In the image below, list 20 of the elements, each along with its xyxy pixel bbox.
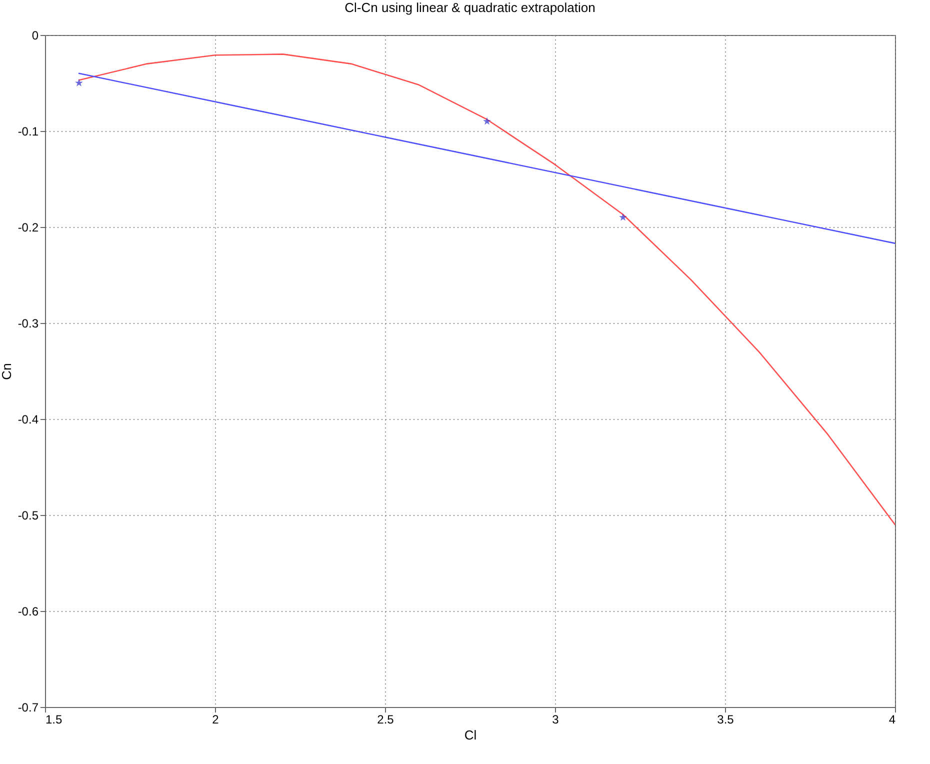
x-tick-label: 3 xyxy=(552,712,560,726)
y-tick-label: -0.6 xyxy=(18,604,39,618)
y-axis-title: Cn xyxy=(0,363,14,380)
x-tick-label: 2.5 xyxy=(377,712,394,726)
y-tick-label: -0.7 xyxy=(18,700,39,714)
x-axis-title: Cl xyxy=(464,728,477,742)
x-tick-label: 1.5 xyxy=(46,712,63,726)
y-tick-label: -0.5 xyxy=(18,508,39,522)
y-tick-label: -0.3 xyxy=(18,316,39,330)
point xyxy=(619,213,627,221)
point xyxy=(483,117,491,125)
y-tick-label: -0.1 xyxy=(18,124,39,138)
x-tick-label: 2 xyxy=(212,712,220,726)
x-tick-label: 3.5 xyxy=(717,712,734,726)
chart-title: Cl-Cn using linear & quadratic extrapolation xyxy=(344,0,596,15)
point xyxy=(75,78,83,86)
y-tick-label: -0.2 xyxy=(18,220,39,234)
y-tick-label: -0.4 xyxy=(18,412,39,426)
x-tick-label: 4 xyxy=(888,712,896,726)
y-tick-label: 0 xyxy=(32,28,39,42)
